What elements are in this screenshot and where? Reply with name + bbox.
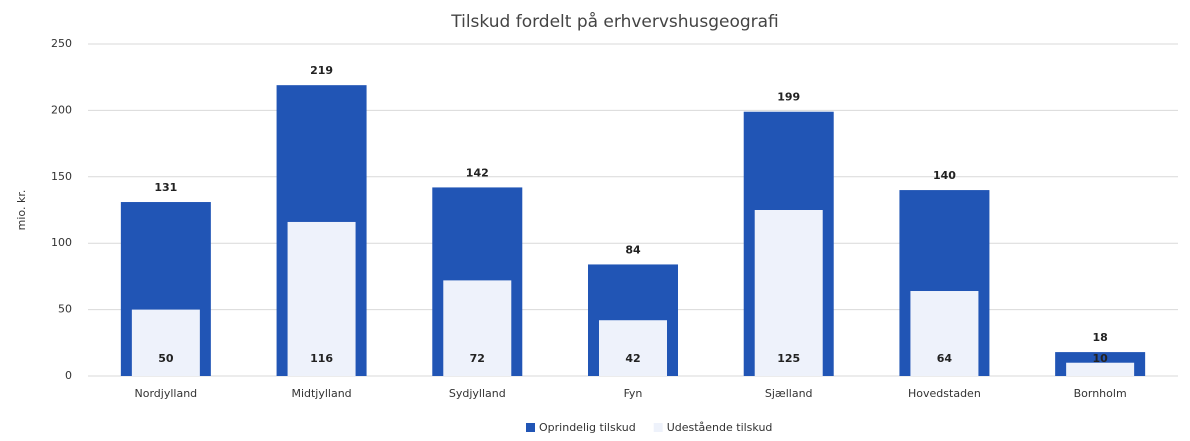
bar: [599, 320, 667, 376]
data-label: 10: [1092, 352, 1108, 365]
y-tick-label: 50: [58, 303, 72, 316]
data-label: 219: [310, 64, 333, 77]
x-tick-label: Bornholm: [1074, 387, 1127, 400]
data-label: 84: [625, 243, 641, 256]
data-label: 142: [466, 166, 489, 179]
x-tick-label: Nordjylland: [135, 387, 198, 400]
bar: [910, 291, 979, 376]
y-tick-label: 0: [65, 369, 72, 382]
bar: [131, 309, 200, 376]
x-tick-label: Sydjylland: [449, 387, 506, 400]
x-tick-label: Fyn: [624, 387, 643, 400]
bar: [1066, 362, 1135, 376]
data-label: 18: [1092, 331, 1107, 344]
x-tick-label: Sjælland: [765, 387, 813, 400]
bar: [443, 280, 512, 376]
data-label: 125: [777, 352, 800, 365]
data-label: 116: [310, 352, 333, 365]
legend-label: Oprindelig tilskud: [539, 421, 636, 434]
data-label: 140: [933, 169, 956, 182]
legend-label: Udestående tilskud: [667, 421, 773, 434]
data-label: 64: [937, 352, 953, 365]
y-tick-label: 200: [51, 103, 72, 116]
y-tick-label: 100: [51, 236, 72, 249]
y-tick-label: 250: [51, 37, 72, 50]
y-axis-title: mio. kr.: [15, 190, 28, 231]
legend-swatch: [526, 423, 535, 432]
legend-swatch: [653, 423, 663, 432]
data-label: 72: [470, 352, 485, 365]
x-tick-label: Midtjylland: [291, 387, 351, 400]
chart-title: Tilskud fordelt på erhvervshusgeografi: [450, 11, 779, 32]
bar: [287, 221, 356, 376]
bar: [754, 210, 823, 376]
x-tick-label: Hovedstaden: [908, 387, 981, 400]
data-label: 42: [625, 352, 640, 365]
data-label: 131: [154, 181, 177, 194]
data-label: 50: [158, 352, 174, 365]
data-label: 199: [777, 91, 800, 104]
y-tick-label: 150: [51, 170, 72, 183]
